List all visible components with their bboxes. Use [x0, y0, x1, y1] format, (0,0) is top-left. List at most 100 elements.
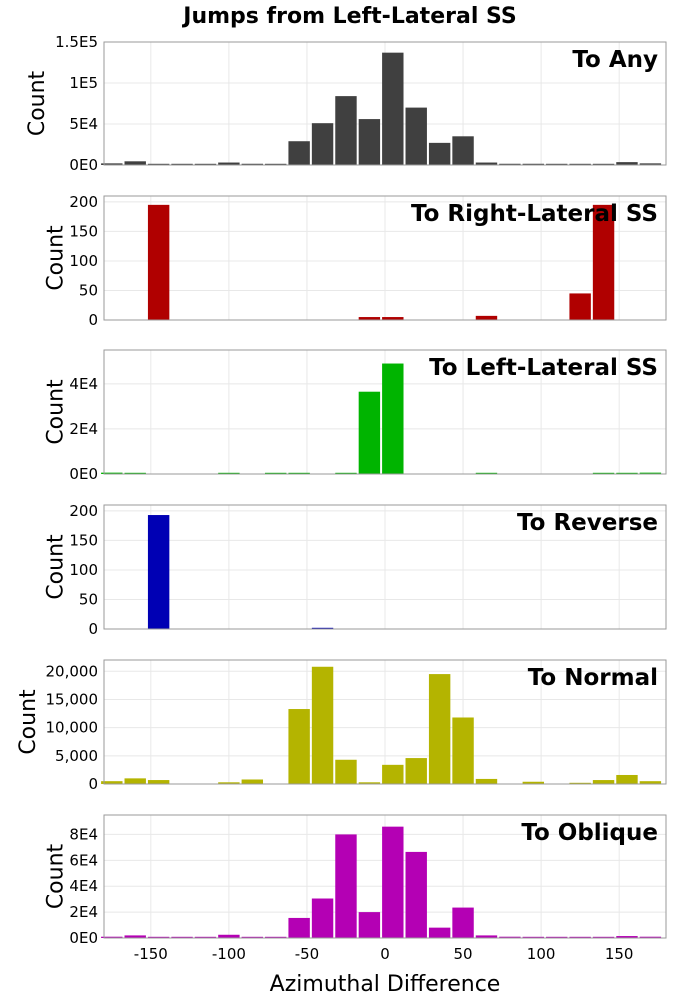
- bar: [311, 627, 334, 629]
- bar: [124, 161, 146, 165]
- y-tick-label: 4E4: [69, 877, 98, 895]
- bar: [382, 52, 404, 165]
- bar: [265, 163, 287, 165]
- bar: [101, 163, 123, 165]
- bar: [335, 472, 357, 474]
- bar: [311, 666, 334, 784]
- x-tick-label: -100: [212, 945, 246, 963]
- bar: [124, 472, 146, 474]
- bar: [428, 674, 451, 784]
- bar: [358, 912, 381, 938]
- y-tick-label: 100: [69, 252, 98, 270]
- y-tick-label: 6E4: [69, 851, 98, 869]
- bar: [358, 317, 381, 320]
- bar: [288, 709, 310, 784]
- bar: [639, 936, 662, 938]
- bar: [616, 472, 638, 474]
- bar: [241, 779, 264, 784]
- bar: [358, 119, 381, 165]
- panel-5: 0 5,000 10,000 15,000 20,000 To Normal Count: [16, 659, 667, 793]
- y-axis-label: Count: [43, 225, 68, 291]
- bar: [499, 936, 521, 938]
- bar: [382, 826, 404, 938]
- y-tick-label: 1E5: [69, 74, 98, 92]
- x-tick-label: -50: [295, 945, 320, 963]
- y-tick-label: 0: [88, 775, 98, 793]
- bar: [569, 163, 591, 165]
- y-axis-label: Count: [43, 534, 68, 600]
- bar: [101, 936, 123, 938]
- y-axis-label: Count: [43, 379, 68, 445]
- bar: [171, 163, 193, 165]
- y-tick-label: 15,000: [46, 690, 99, 708]
- bar: [569, 293, 591, 320]
- bar: [616, 162, 638, 165]
- panel-2: 0 50 100 150 200 To Right-Lateral SS Count: [43, 193, 667, 329]
- panel-title: To Reverse: [517, 510, 658, 536]
- bar: [265, 936, 287, 938]
- bar: [288, 141, 310, 165]
- bar: [475, 472, 498, 474]
- panels: 0E0 5E4 1E5 1.5E5 To Any Count 0 50 100 150 200 To …: [16, 33, 667, 947]
- bar: [124, 935, 146, 938]
- y-tick-label: 0E0: [69, 156, 98, 174]
- bar: [335, 96, 357, 165]
- bar: [546, 936, 568, 938]
- figure-title: Jumps from Left-Lateral SS: [181, 4, 516, 29]
- y-tick-label: 200: [69, 502, 98, 520]
- y-tick-label: 8E4: [69, 825, 98, 843]
- y-tick-label: 0: [88, 311, 98, 329]
- bar: [101, 472, 123, 474]
- panel-3: 0E0 2E4 4E4 To Left-Lateral SS Count: [43, 349, 667, 483]
- bar: [616, 936, 638, 938]
- bar: [639, 781, 662, 784]
- bar: [522, 936, 545, 938]
- bar: [592, 780, 615, 784]
- panel-title: To Right-Lateral SS: [411, 201, 658, 227]
- bar: [358, 391, 381, 474]
- y-tick-label: 1.5E5: [55, 33, 98, 51]
- y-tick-label: 100: [69, 561, 98, 579]
- x-tick-label: 100: [527, 945, 556, 963]
- x-tick-label: 50: [454, 945, 473, 963]
- y-tick-label: 20,000: [46, 662, 99, 680]
- bar: [616, 774, 638, 784]
- x-axis-label: Azimuthal Difference: [270, 972, 501, 997]
- bar: [218, 782, 240, 784]
- panel-title: To Any: [572, 47, 658, 73]
- y-tick-label: 150: [69, 222, 98, 240]
- bar: [194, 936, 217, 938]
- y-tick-label: 5,000: [55, 747, 98, 765]
- bar: [522, 163, 545, 165]
- y-axis-label: Count: [43, 843, 68, 909]
- bar: [499, 163, 521, 165]
- bar: [569, 936, 591, 938]
- bar: [475, 315, 498, 320]
- bar: [218, 934, 240, 938]
- x-tick-label: 0: [380, 945, 390, 963]
- bar: [101, 781, 123, 784]
- y-tick-label: 50: [79, 590, 98, 608]
- bar: [218, 162, 240, 165]
- bar: [592, 163, 615, 165]
- bar: [147, 936, 170, 938]
- panel-title: To Oblique: [521, 820, 658, 846]
- bar: [382, 764, 404, 784]
- y-axis-label: Count: [25, 70, 50, 136]
- plot-frame: [103, 504, 667, 630]
- bar: [382, 363, 404, 474]
- y-tick-label: 0: [88, 620, 98, 638]
- bar: [241, 163, 264, 165]
- x-tick-label: -150: [134, 945, 168, 963]
- bar: [452, 907, 474, 938]
- plot-frame: [103, 195, 667, 321]
- bar: [311, 123, 334, 165]
- y-tick-label: 4E4: [69, 375, 98, 393]
- bar: [639, 472, 662, 474]
- bar: [522, 781, 545, 784]
- plot-frame: [103, 814, 667, 939]
- bar: [147, 163, 170, 165]
- bar: [124, 778, 146, 784]
- panel-4: 0 50 100 150 200 To Reverse Count: [43, 502, 667, 638]
